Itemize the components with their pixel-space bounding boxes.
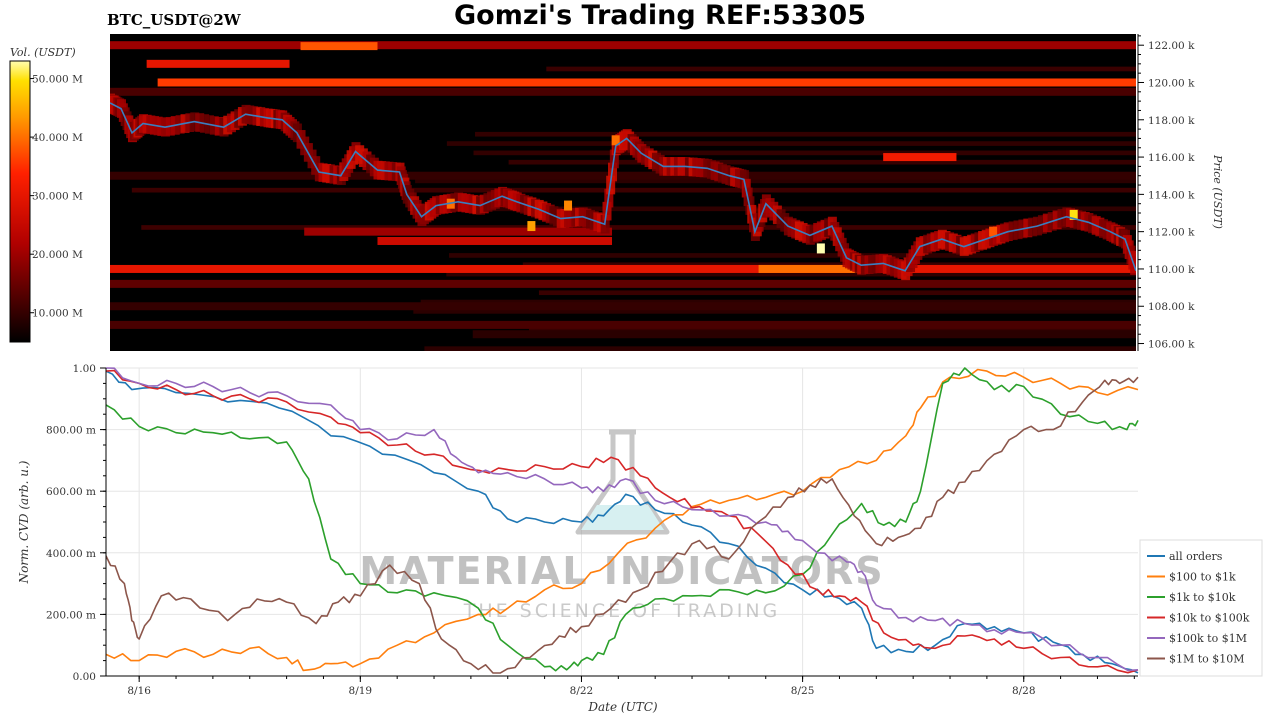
x-tick-label: 8/19 <box>349 685 373 697</box>
legend-box <box>1139 539 1263 677</box>
colorbar-tick-label: 30.000 M <box>32 191 83 203</box>
price-tick-label: 120.00 k <box>1148 77 1195 89</box>
colorbar-label: Vol. (USDT) <box>10 46 76 59</box>
liquidity-band <box>758 264 862 273</box>
price-axis: 106.00 k 108.00 k 110.00 k 112.00 k 114.00 k… <box>1137 34 1195 351</box>
price-axis-label: Price (USDT) <box>1211 154 1224 229</box>
price-glow-cell <box>1130 256 1136 275</box>
liquidity-band <box>110 87 1136 96</box>
liquidity-hotspot <box>1069 209 1078 220</box>
y-tick-label: 0.00 <box>73 671 96 683</box>
colorbar-tick-label: 20.000 M <box>32 249 83 261</box>
colorbar-tick-label: 40.000 M <box>32 132 83 144</box>
colorbar-tick-label: 50.000 M <box>32 74 83 86</box>
x-tick-label: 8/25 <box>791 685 815 697</box>
liquidity-band <box>110 302 1136 311</box>
y-axis-label: Norm. CVD (arb. u.) <box>17 460 31 584</box>
liquidity-noise-row <box>546 66 1136 72</box>
liquidity-band <box>304 227 613 236</box>
liquidity-noise-row <box>538 290 1136 296</box>
liquidity-band <box>472 330 1136 339</box>
x-axis-label: Date (UTC) <box>587 700 657 714</box>
liquidity-noise-row <box>449 253 1136 258</box>
price-tick-label: 114.00 k <box>1148 189 1195 201</box>
liquidity-band <box>110 171 1136 180</box>
series-line-1M-to-10M <box>106 376 1139 674</box>
line-series-layer <box>106 367 1139 674</box>
legend-label: all orders <box>1169 550 1223 563</box>
colorbar <box>9 60 31 343</box>
price-tick-label: 122.00 k <box>1148 40 1195 52</box>
y-tick-label: 600.00 m <box>46 486 96 498</box>
price-tick-label: 112.00 k <box>1148 227 1195 239</box>
liquidity-band <box>377 236 613 245</box>
liquidity-band <box>146 59 290 68</box>
series-line-1k-to-10k <box>106 367 1139 672</box>
price-tick-label: 108.00 k <box>1148 301 1195 313</box>
watermark-tagline: THE SCIENCE OF TRADING <box>463 600 781 622</box>
price-tick-label: 110.00 k <box>1148 264 1195 276</box>
liquidity-noise-row <box>475 131 1136 137</box>
liquidity-noise-row <box>446 206 1136 212</box>
liquidity-band <box>110 264 1136 273</box>
liquidity-band <box>300 42 378 51</box>
flask-icon <box>575 429 670 535</box>
colorbar-tick-label: 10.000 M <box>32 308 83 320</box>
liquidity-hotspot <box>611 135 620 146</box>
legend-label: $10k to $100k <box>1169 612 1250 625</box>
liquidity-hotspot <box>564 200 573 211</box>
liquidity-noise-row <box>508 159 1136 165</box>
y-tick-label: 400.00 m <box>46 548 96 560</box>
liquidity-band <box>110 279 1136 288</box>
liquidity-noise-row <box>141 225 1136 230</box>
liquidity-noise-row <box>473 150 1136 156</box>
liquidity-noise-row <box>528 327 1136 333</box>
legend-label: $100k to $1M <box>1169 632 1247 645</box>
symbol-label: BTC_USDT@2W <box>107 11 242 29</box>
chart-title: Gomzi's Trading REF:53305 <box>454 0 866 31</box>
x-tick-label: 8/22 <box>570 685 594 697</box>
liquidity-hotspot <box>816 243 825 254</box>
liquidity-band <box>883 153 957 162</box>
price-tick-label: 106.00 k <box>1148 339 1195 351</box>
price-tick-label: 116.00 k <box>1148 152 1195 164</box>
series-line-all-orders <box>106 370 1139 674</box>
price-tick-label: 118.00 k <box>1148 115 1195 127</box>
liquidity-noise-row <box>446 141 1136 146</box>
liquidity-noise-row <box>413 309 1136 314</box>
x-tick-label: 8/28 <box>1012 685 1036 697</box>
liquidity-band <box>110 41 1136 50</box>
x-tick-label: 8/16 <box>127 685 151 697</box>
liquidity-noise-row <box>415 178 1136 184</box>
liquidity-hotspot <box>989 226 998 237</box>
liquidity-noise-row <box>424 346 1136 351</box>
legend-label: $1k to $10k <box>1169 591 1236 604</box>
colorbar-ticks: 10.000 M 20.000 M 30.000 M 40.000 M 50.000 M <box>30 74 83 320</box>
legend: all orders $100 to $1k $1k to $10k $10k to … <box>1139 539 1263 677</box>
series-line-10k-to-100k <box>106 369 1139 674</box>
heatmap-layer <box>110 41 1136 351</box>
liquidity-noise-row <box>446 271 1136 277</box>
liquidity-noise-row <box>131 187 1136 193</box>
price-line <box>110 102 1136 272</box>
y-tick-label: 800.00 m <box>46 425 96 437</box>
liquidity-noise-row <box>420 299 1136 305</box>
line-chart-axes: 0.00 200.00 m 400.00 m 600.00 m 800.00 m 1.00… <box>46 363 1138 697</box>
series-line-100k-to-1M <box>106 367 1139 672</box>
y-tick-label: 1.00 <box>73 363 96 375</box>
legend-label: $100 to $1k <box>1169 571 1236 584</box>
y-tick-label: 200.00 m <box>46 609 96 621</box>
liquidity-hotspot <box>527 221 536 232</box>
liquidity-noise-row <box>522 262 1136 268</box>
liquidity-band <box>110 320 1136 329</box>
legend-label: $1M to $10M <box>1169 653 1245 666</box>
liquidity-band <box>157 78 1136 87</box>
